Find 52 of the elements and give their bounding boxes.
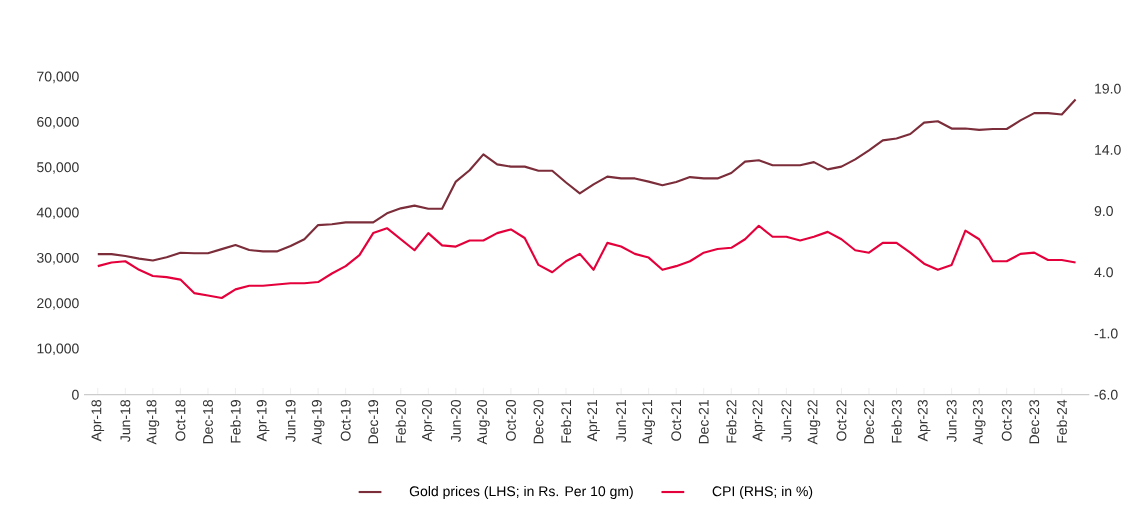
x-tick-label: Jun-21 bbox=[616, 400, 627, 442]
x-tick-label: Aug-18 bbox=[146, 400, 160, 445]
legend-label: Gold prices (LHS; in Rs. Per 10 gm) bbox=[409, 485, 633, 499]
x-tick-label: Oct-23 bbox=[1001, 399, 1012, 441]
x-tick-label: Dec-18 bbox=[203, 400, 213, 444]
y2-tick-label: -1.0 bbox=[1094, 328, 1118, 339]
y-tick-label: 70,000 bbox=[37, 71, 79, 84]
x-tick-label: Apr-20 bbox=[421, 399, 435, 442]
x-tick-label: Aug-21 bbox=[642, 400, 655, 445]
x-tick-label: Apr-22 bbox=[752, 400, 766, 442]
x-tick-label: Feb-21 bbox=[560, 400, 572, 443]
legend-label: CPI (RHS; in %) bbox=[712, 485, 813, 499]
x-tick-label: Aug-23 bbox=[972, 400, 986, 445]
x-tick-label: Apr-19 bbox=[256, 400, 270, 442]
x-tick-label: Feb-20 bbox=[395, 399, 406, 443]
y2-tick-label: 14.0 bbox=[1095, 144, 1121, 155]
x-tick-label: Aug-22 bbox=[807, 400, 821, 445]
y-tick-label: 10,000 bbox=[37, 343, 79, 356]
y-tick-label: 50,000 bbox=[37, 162, 79, 174]
x-tick-label: Jun-19 bbox=[285, 400, 296, 442]
x-tick-label: Jun-22 bbox=[781, 400, 792, 442]
y2-tick-label: 9.0 bbox=[1094, 206, 1113, 217]
y-tick-label: 40,000 bbox=[36, 207, 79, 220]
x-tick-label: Dec-22 bbox=[864, 400, 874, 444]
x-tick-label: Oct-20 bbox=[505, 399, 516, 441]
x-tick-label: Aug-20 bbox=[477, 399, 490, 445]
y-tick-label: 0 bbox=[72, 389, 79, 400]
x-tick-label: Dec-21 bbox=[698, 400, 709, 444]
x-tick-label: Jun-20 bbox=[450, 399, 461, 442]
y2-tick-label: -6.0 bbox=[1094, 389, 1118, 400]
x-tick-label: Feb-24 bbox=[1056, 399, 1067, 443]
x-tick-label: Oct-21 bbox=[671, 400, 682, 441]
x-tick-label: Jun-18 bbox=[120, 400, 131, 442]
x-tick-label: Feb-23 bbox=[891, 399, 902, 443]
x-tick-label: Oct-19 bbox=[340, 400, 351, 441]
x-tick-label: Dec-19 bbox=[368, 400, 379, 444]
x-tick-label: Apr-21 bbox=[587, 400, 600, 442]
x-tick-label: Oct-22 bbox=[836, 400, 847, 441]
y-tick-label: 30,000 bbox=[37, 252, 79, 265]
x-tick-label: Apr-23 bbox=[917, 399, 931, 442]
x-tick-label: Jun-23 bbox=[946, 400, 957, 442]
y-tick-label: 20,000 bbox=[37, 298, 79, 310]
x-tick-label: Feb-22 bbox=[726, 400, 737, 443]
y2-tick-label: 4.0 bbox=[1094, 267, 1113, 278]
y2-tick-label: 19.0 bbox=[1095, 83, 1121, 94]
x-tick-label: Aug-19 bbox=[311, 400, 325, 445]
y-tick-label: 60,000 bbox=[37, 116, 79, 129]
x-tick-label: Oct-18 bbox=[175, 399, 186, 441]
x-tick-label: Dec-20 bbox=[533, 399, 544, 444]
x-tick-label: Feb-19 bbox=[230, 400, 241, 443]
x-tick-label: Apr-18 bbox=[91, 399, 105, 442]
x-tick-label: Dec-23 bbox=[1029, 400, 1040, 444]
